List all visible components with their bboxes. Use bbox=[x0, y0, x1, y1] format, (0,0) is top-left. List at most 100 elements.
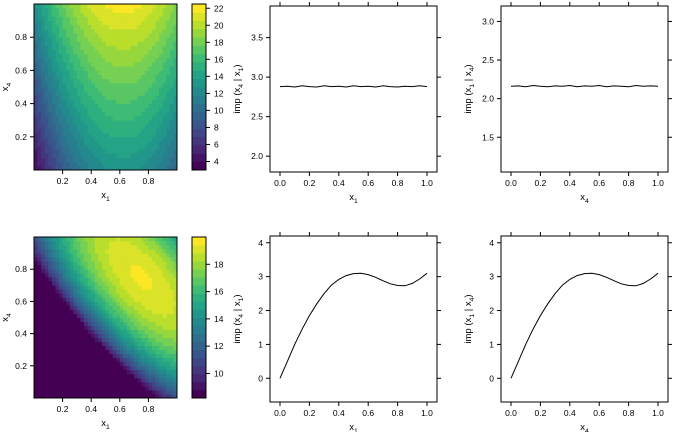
heatmap-cell bbox=[173, 321, 178, 326]
colorbar-tick-label: 10 bbox=[214, 105, 224, 115]
heatmap-cell bbox=[101, 57, 106, 63]
heatmap-cell bbox=[148, 149, 153, 154]
heatmap-cell bbox=[162, 78, 167, 84]
heatmap-cell bbox=[144, 149, 149, 154]
heatmap-cell bbox=[169, 107, 174, 113]
heatmap-cell bbox=[155, 265, 160, 270]
heatmap-cell bbox=[144, 305, 149, 310]
heatmap-cell bbox=[137, 325, 142, 330]
heatmap-cell bbox=[134, 70, 139, 75]
heatmap-cell bbox=[119, 99, 124, 104]
heatmap-cell bbox=[162, 145, 167, 150]
heatmap-cell bbox=[44, 261, 49, 266]
heatmap-cell bbox=[87, 265, 92, 270]
heatmap-cell bbox=[66, 78, 71, 84]
heatmap-cell bbox=[87, 91, 92, 96]
heatmap-cell bbox=[130, 149, 135, 154]
heatmap-cell bbox=[130, 49, 135, 55]
heatmap-cell bbox=[94, 145, 99, 150]
heatmap-cell bbox=[87, 373, 92, 379]
heatmap-cell bbox=[159, 128, 164, 134]
heatmap-cell bbox=[51, 153, 56, 158]
heatmap-cell bbox=[48, 393, 53, 399]
heatmap-cell bbox=[126, 369, 131, 375]
heatmap-cell bbox=[119, 361, 124, 367]
heatmap-cell bbox=[162, 136, 167, 142]
heatmap-cell bbox=[94, 237, 99, 242]
heatmap-cell bbox=[162, 289, 167, 294]
heatmap-cell bbox=[84, 249, 89, 254]
heatmap-cell bbox=[101, 45, 106, 51]
heatmap-cell bbox=[141, 62, 146, 67]
heatmap-cell bbox=[94, 285, 99, 290]
heatmap-cell bbox=[169, 82, 174, 88]
heatmap-cell bbox=[148, 107, 153, 113]
heatmap-cell bbox=[119, 373, 124, 379]
heatmap-cell bbox=[34, 389, 38, 395]
heatmap-cell bbox=[66, 321, 71, 326]
heatmap-cell bbox=[166, 78, 171, 84]
heatmap-cell bbox=[134, 313, 139, 318]
heatmap-cell bbox=[169, 78, 174, 84]
heatmap-cell bbox=[34, 57, 38, 63]
heatmap-cell bbox=[44, 91, 49, 96]
heatmap-cell bbox=[105, 249, 110, 254]
heatmap-cell bbox=[51, 329, 56, 334]
heatmap-cell bbox=[51, 337, 56, 343]
heatmap-cell bbox=[94, 261, 99, 266]
heatmap-cell bbox=[48, 157, 53, 163]
heatmap-cell bbox=[123, 57, 128, 63]
heatmap-cell bbox=[151, 20, 156, 26]
heatmap-cell bbox=[76, 345, 81, 351]
colorbar-swatch bbox=[192, 365, 206, 375]
heatmap-cell bbox=[173, 41, 178, 46]
heatmap-cell bbox=[91, 237, 96, 242]
heatmap-cell bbox=[48, 337, 53, 343]
heatmap-cell bbox=[144, 107, 149, 113]
heatmap-cell bbox=[159, 345, 164, 351]
heatmap-cell bbox=[98, 237, 103, 242]
heatmap-cell bbox=[51, 273, 56, 278]
heatmap-cell bbox=[141, 345, 146, 351]
heatmap-cell bbox=[105, 241, 110, 246]
heatmap-cell bbox=[141, 8, 146, 13]
heatmap-cell bbox=[134, 325, 139, 330]
heatmap-cell bbox=[101, 313, 106, 318]
heatmap-cell bbox=[134, 33, 139, 38]
heatmap-cell bbox=[76, 333, 81, 339]
heatmap-cell bbox=[116, 297, 121, 302]
heatmap-cell bbox=[141, 149, 146, 154]
heatmap-cell bbox=[162, 116, 167, 121]
heatmap-cell bbox=[123, 78, 128, 84]
heatmap-cell bbox=[112, 111, 117, 117]
heatmap-cell bbox=[91, 313, 96, 318]
heatmap-cell bbox=[55, 341, 60, 347]
y-axis-label: imp (x1 | x4) bbox=[463, 294, 476, 343]
heatmap-cell bbox=[34, 341, 38, 347]
heatmap-cell bbox=[112, 91, 117, 96]
heatmap-cell bbox=[69, 265, 74, 270]
heatmap-cell bbox=[66, 128, 71, 134]
heatmap-cell bbox=[59, 49, 64, 55]
x-tick-label: 0.0 bbox=[274, 408, 286, 418]
heatmap-cell bbox=[130, 341, 135, 347]
heatmap-cell bbox=[109, 245, 114, 250]
heatmap-cell bbox=[173, 103, 178, 109]
heatmap-cell bbox=[151, 95, 156, 100]
heatmap-cell bbox=[101, 285, 106, 290]
heatmap-cell bbox=[84, 381, 89, 387]
heatmap-cell bbox=[126, 353, 131, 359]
heatmap-cell bbox=[62, 37, 67, 42]
heatmap-cell bbox=[44, 281, 49, 286]
heatmap-cell bbox=[73, 349, 78, 355]
heatmap-cell bbox=[162, 24, 167, 30]
heatmap-cell bbox=[51, 309, 56, 314]
heatmap-cell bbox=[80, 341, 85, 347]
heatmap-cell bbox=[59, 313, 64, 318]
heatmap-cell bbox=[109, 353, 114, 359]
heatmap-cell bbox=[109, 116, 114, 121]
heatmap-cell bbox=[98, 325, 103, 330]
heatmap-cell bbox=[155, 337, 160, 343]
heatmap-cell bbox=[87, 49, 92, 55]
